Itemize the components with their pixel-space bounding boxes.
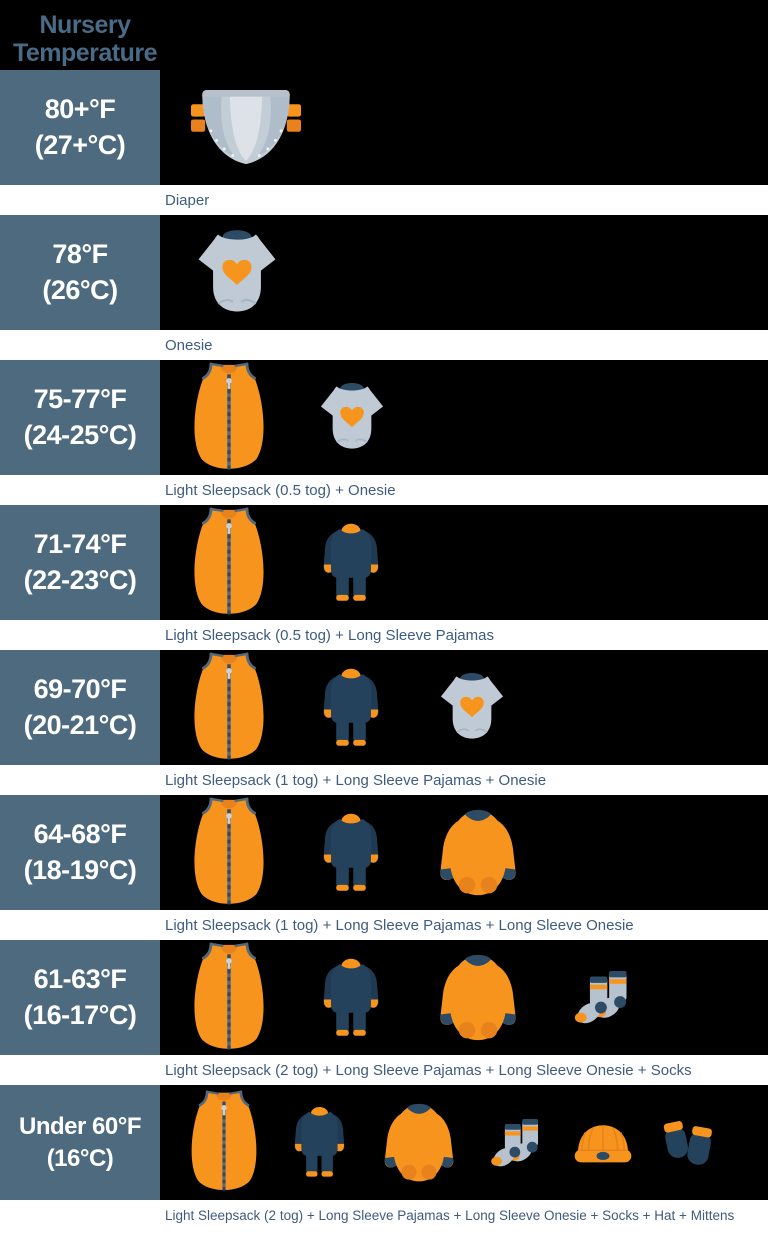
long-sleeve-onesie-icon bbox=[434, 806, 522, 900]
page-title-line2: Temperature bbox=[12, 39, 158, 67]
long-sleeve-onesie-icon bbox=[379, 1100, 459, 1186]
clothing-caption: Light Sleepsack (0.5 tog) + Long Sleeve … bbox=[165, 626, 494, 644]
clothing-caption: Light Sleepsack (1 tog) + Long Sleeve Pa… bbox=[165, 771, 547, 789]
row-band: 69-70°F (20-21°C) bbox=[0, 650, 768, 765]
row-band: 75-77°F (24-25°C) bbox=[0, 360, 768, 475]
mittens-icon bbox=[663, 1117, 717, 1168]
sleepsack-icon bbox=[190, 361, 268, 474]
temperature-row: 80+°F (27+°C) Diaper bbox=[0, 70, 768, 215]
clothing-icons bbox=[160, 650, 768, 765]
sleepsack-icon bbox=[190, 796, 268, 909]
temperature-row: Under 60°F (16°C) Light Sleepsack (2 tog) … bbox=[0, 1085, 768, 1235]
temp-celsius: (27+°C) bbox=[34, 129, 126, 160]
clothing-caption: Onesie bbox=[165, 336, 213, 354]
socks-icon bbox=[568, 969, 632, 1026]
clothing-icons bbox=[160, 505, 768, 620]
row-band: 78°F (26°C) bbox=[0, 215, 768, 330]
temp-fahrenheit: 71-74°F bbox=[33, 528, 127, 559]
clothing-caption: Light Sleepsack (2 tog) + Long Sleeve Pa… bbox=[165, 1208, 735, 1223]
caption-strip: Light Sleepsack (2 tog) + Long Sleeve Pa… bbox=[0, 1200, 768, 1235]
caption-strip: Light Sleepsack (1 tog) + Long Sleeve Pa… bbox=[0, 910, 768, 940]
infographic-header: Nursery Temperature bbox=[0, 0, 768, 70]
temperature-rows: 80+°F (27+°C) Diaper 78°F (26°C) Onesie 75-77°… bbox=[0, 70, 768, 1235]
sleepsack-icon bbox=[188, 1090, 260, 1195]
row-band: 71-74°F (22-23°C) bbox=[0, 505, 768, 620]
temperature-cell: 75-77°F (24-25°C) bbox=[0, 360, 160, 475]
temp-celsius: (20-21°C) bbox=[23, 709, 137, 740]
pajamas-icon bbox=[286, 1095, 353, 1190]
temp-fahrenheit: 64-68°F bbox=[33, 818, 127, 849]
temperature-row: 69-70°F (20-21°C) Light Sleepsack (1 tog) … bbox=[0, 650, 768, 795]
long-sleeve-onesie-icon bbox=[434, 951, 522, 1045]
temp-celsius: (18-19°C) bbox=[23, 854, 137, 885]
pajamas-icon bbox=[314, 946, 388, 1050]
clothing-icons bbox=[160, 1085, 768, 1200]
caption-strip: Onesie bbox=[0, 330, 768, 360]
clothing-caption: Light Sleepsack (2 tog) + Long Sleeve Pa… bbox=[165, 1061, 692, 1079]
clothing-icons bbox=[160, 70, 768, 185]
row-band: 64-68°F (18-19°C) bbox=[0, 795, 768, 910]
hat-icon bbox=[569, 1121, 637, 1165]
temp-celsius: (16°C) bbox=[46, 1144, 114, 1172]
temp-fahrenheit: 61-63°F bbox=[33, 963, 127, 994]
temperature-row: 75-77°F (24-25°C) Light Sleepsack (0.5 tog… bbox=[0, 360, 768, 505]
pajamas-icon bbox=[314, 656, 388, 760]
temperature-cell: 61-63°F (16-17°C) bbox=[0, 940, 160, 1055]
clothing-icons bbox=[160, 940, 768, 1055]
row-band: 80+°F (27+°C) bbox=[0, 70, 768, 185]
temperature-cell: 64-68°F (18-19°C) bbox=[0, 795, 160, 910]
temperature-cell: 69-70°F (20-21°C) bbox=[0, 650, 160, 765]
temperature-cell: Under 60°F (16°C) bbox=[0, 1085, 160, 1200]
clothing-caption: Diaper bbox=[165, 191, 210, 209]
diaper-icon bbox=[190, 85, 302, 171]
temp-celsius: (22-23°C) bbox=[23, 564, 137, 595]
caption-strip: Diaper bbox=[0, 185, 768, 215]
temp-fahrenheit: 75-77°F bbox=[33, 383, 127, 414]
clothing-caption: Light Sleepsack (1 tog) + Long Sleeve Pa… bbox=[165, 916, 634, 934]
temp-celsius: (16-17°C) bbox=[23, 999, 137, 1030]
onesie-icon bbox=[434, 670, 510, 745]
clothing-icons bbox=[160, 360, 768, 475]
sleepsack-icon bbox=[190, 506, 268, 619]
row-band: Under 60°F (16°C) bbox=[0, 1085, 768, 1200]
temp-fahrenheit: 80+°F bbox=[44, 93, 116, 124]
caption-strip: Light Sleepsack (1 tog) + Long Sleeve Pa… bbox=[0, 765, 768, 795]
clothing-icons bbox=[160, 215, 768, 330]
temp-celsius: (26°C) bbox=[42, 274, 118, 305]
caption-strip: Light Sleepsack (2 tog) + Long Sleeve Pa… bbox=[0, 1055, 768, 1085]
caption-strip: Light Sleepsack (0.5 tog) + Onesie bbox=[0, 475, 768, 505]
temperature-cell: 78°F (26°C) bbox=[0, 215, 160, 330]
onesie-icon bbox=[190, 227, 284, 319]
clothing-caption: Light Sleepsack (0.5 tog) + Onesie bbox=[165, 481, 396, 499]
pajamas-icon bbox=[314, 801, 388, 905]
socks-icon bbox=[485, 1117, 543, 1169]
temperature-row: 61-63°F (16-17°C) Light Sleepsack (2 tog) … bbox=[0, 940, 768, 1085]
temperature-cell: 80+°F (27+°C) bbox=[0, 70, 160, 185]
temperature-row: 64-68°F (18-19°C) Light Sleepsack (1 tog) … bbox=[0, 795, 768, 940]
temp-fahrenheit: 78°F bbox=[52, 238, 108, 269]
onesie-icon bbox=[314, 380, 390, 455]
page-title: Nursery Temperature bbox=[0, 0, 170, 70]
sleepsack-icon bbox=[190, 651, 268, 764]
temperature-row: 78°F (26°C) Onesie bbox=[0, 215, 768, 360]
page-title-line1: Nursery bbox=[39, 11, 132, 39]
temp-fahrenheit: Under 60°F bbox=[19, 1112, 141, 1140]
pajamas-icon bbox=[314, 511, 388, 615]
clothing-icons bbox=[160, 795, 768, 910]
temp-celsius: (24-25°C) bbox=[23, 419, 137, 450]
row-band: 61-63°F (16-17°C) bbox=[0, 940, 768, 1055]
temperature-cell: 71-74°F (22-23°C) bbox=[0, 505, 160, 620]
sleepsack-icon bbox=[190, 941, 268, 1054]
temp-fahrenheit: 69-70°F bbox=[33, 673, 127, 704]
temperature-row: 71-74°F (22-23°C) Light Sleepsack (0.5 tog… bbox=[0, 505, 768, 650]
caption-strip: Light Sleepsack (0.5 tog) + Long Sleeve … bbox=[0, 620, 768, 650]
